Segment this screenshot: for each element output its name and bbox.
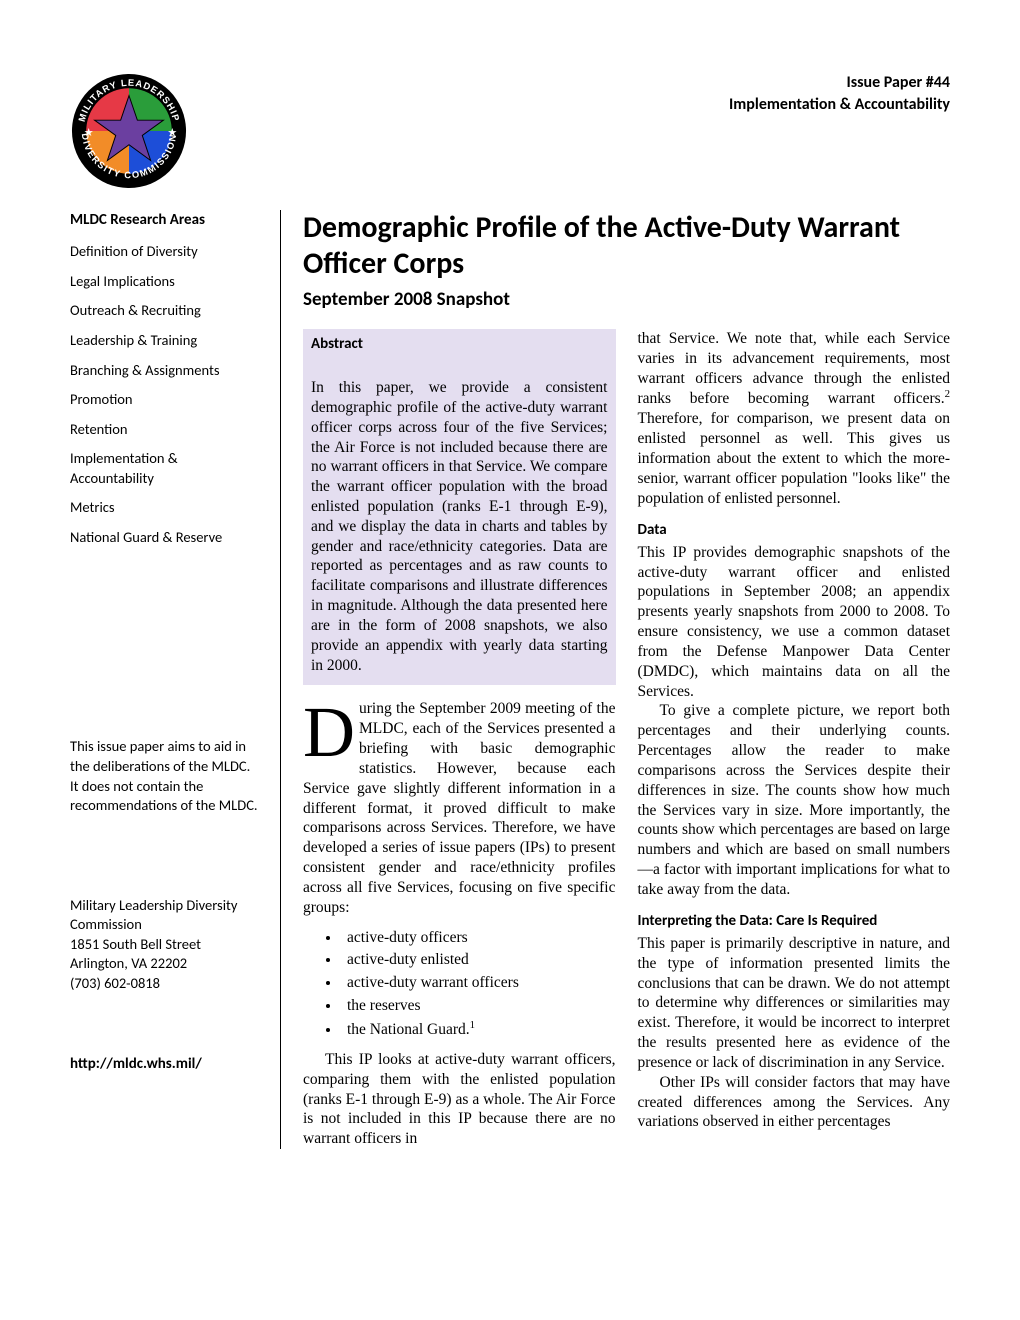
sidebar-item: Retention [70,420,262,440]
sidebar-item: Promotion [70,390,262,410]
mldc-logo: MILITARY LEADERSHIP DIVERSITY COMMISSION… [70,72,188,195]
svg-text:★: ★ [167,126,177,139]
sidebar-item: Branching & Assignments [70,361,262,381]
phone: (703) 602-0818 [70,974,262,994]
list-item: active-duty officers [341,928,616,948]
sidebar-address: Military Leadership Diversity Commission… [70,896,262,994]
main-content: Demographic Profile of the Active-Duty W… [280,210,950,1149]
col2-continuation: that Service. We note that, while each S… [638,329,951,509]
sidebar-item: Outreach & Recruiting [70,301,262,321]
sidebar-item: Leadership & Training [70,331,262,351]
sidebar-item: Implementation & Accountability [70,449,262,488]
abstract-text: In this paper, we provide a consistent d… [311,378,608,675]
issue-category: Implementation & Accountability [729,94,950,116]
list-item: active-duty warrant officers [341,973,616,993]
list-item: the National Guard.1 [341,1019,616,1040]
addr-line: 1851 South Bell Street [70,935,262,955]
sidebar-item: Metrics [70,498,262,518]
website-url: http://mldc.whs.mil/ [70,1054,262,1074]
sidebar-heading: MLDC Research Areas [70,210,262,230]
intro-paragraph: D uring the September 2009 meeting of th… [303,699,616,917]
sidebar-item: Definition of Diversity [70,242,262,262]
sidebar-item: National Guard & Reserve [70,528,262,548]
issue-number: Issue Paper #44 [729,72,950,94]
list-item: active-duty enlisted [341,950,616,970]
abstract-box: Abstract In this paper, we provide a con… [303,329,616,685]
interp-para-1: This paper is primarily descriptive in n… [638,934,951,1073]
interpreting-heading: Interpreting the Data: Care Is Required [638,912,951,931]
abstract-heading: Abstract [311,335,608,354]
body-columns: Abstract In this paper, we provide a con… [303,329,950,1149]
data-heading: Data [638,521,951,540]
org-name: Military Leadership Diversity Commission [70,896,262,935]
svg-text:★: ★ [84,126,94,139]
data-para-2: To give a complete picture, we report bo… [638,701,951,899]
list-item: the reserves [341,996,616,1016]
page-title: Demographic Profile of the Active-Duty W… [303,210,950,282]
group-list: active-duty officers active-duty enliste… [341,928,616,1040]
sidebar-note: This issue paper aims to aid in the deli… [70,737,262,815]
interp-para-2: Other IPs will consider factors that may… [638,1073,951,1132]
sidebar: MLDC Research Areas Definition of Divers… [70,210,280,1149]
page-subtitle: September 2008 Snapshot [303,288,950,311]
after-bullets-para: This IP looks at active-duty warrant off… [303,1050,616,1149]
header-meta: Issue Paper #44 Implementation & Account… [729,72,950,117]
dropcap-letter: D [303,699,359,762]
addr-line: Arlington, VA 22202 [70,954,262,974]
data-para-1: This IP provides demographic snapshots o… [638,543,951,702]
sidebar-item: Legal Implications [70,272,262,292]
